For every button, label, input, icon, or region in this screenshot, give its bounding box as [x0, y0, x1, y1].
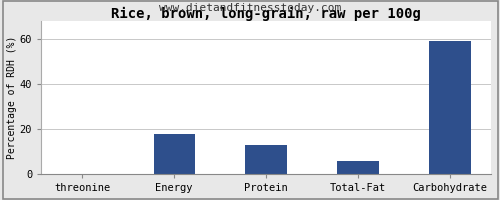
Bar [429, 41, 470, 174]
Bar [154, 134, 195, 174]
Bar [338, 161, 378, 174]
Text: www.dietandfitnesstoday.com: www.dietandfitnesstoday.com [159, 3, 341, 13]
Bar [246, 145, 287, 174]
Y-axis label: Percentage of RDH (%): Percentage of RDH (%) [7, 36, 17, 159]
Title: Rice, brown, long-grain, raw per 100g: Rice, brown, long-grain, raw per 100g [111, 7, 421, 21]
